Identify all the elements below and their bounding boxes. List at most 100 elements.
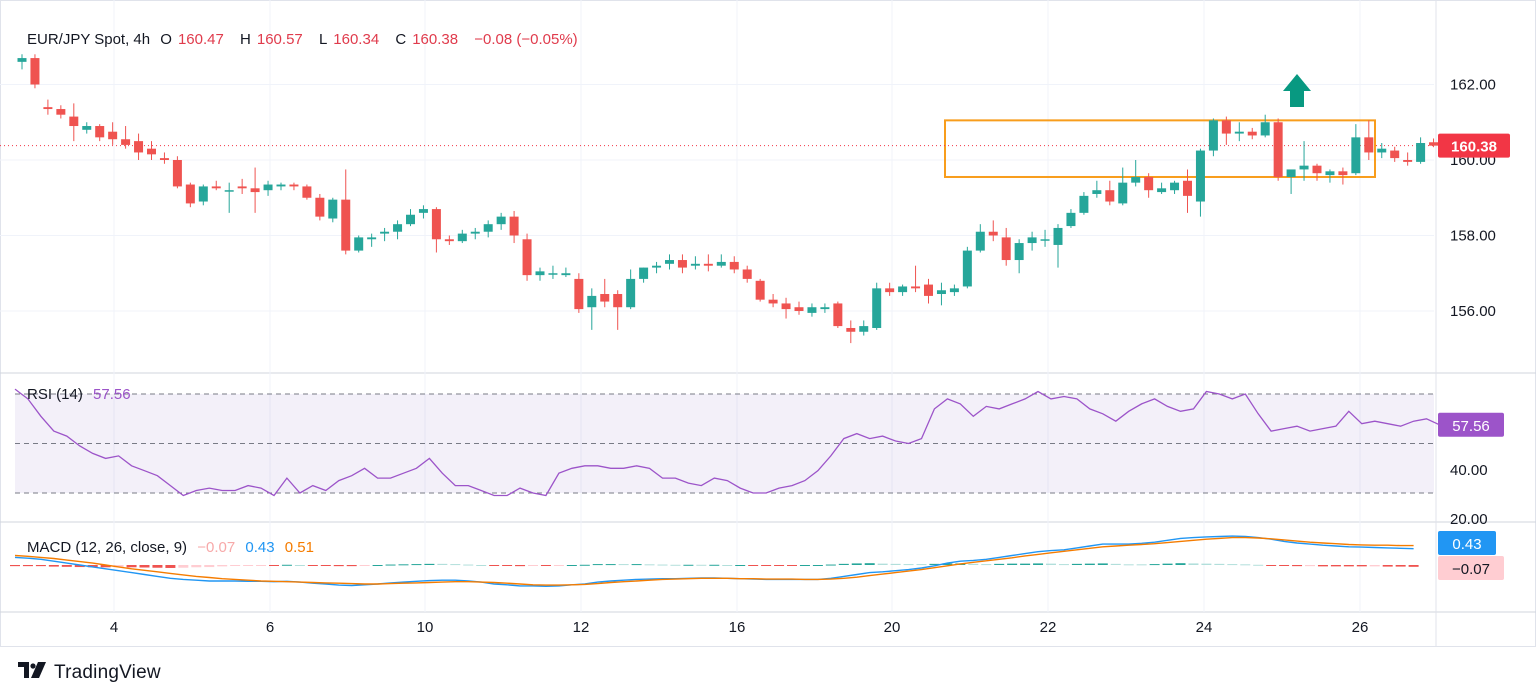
candle-body [962, 250, 972, 287]
candle [1040, 229, 1050, 247]
candle [30, 54, 40, 89]
candle [626, 269, 636, 310]
macd-histogram-bar [1007, 563, 1018, 565]
rsi-label[interactable]: RSI (14) [27, 386, 83, 403]
macd-histogram-bar [1214, 563, 1225, 565]
candle [1001, 227, 1011, 266]
macd-histogram-bar [1071, 563, 1082, 565]
candle-body [431, 209, 441, 240]
macd-histogram-bar [1020, 563, 1031, 565]
x-axis-tick-label: 26 [1352, 619, 1369, 636]
candle [561, 267, 571, 278]
macd-histogram-bar [281, 564, 292, 566]
candle-body [1183, 180, 1192, 196]
candle [1234, 122, 1244, 142]
candle [224, 182, 234, 213]
macd-histogram-bar [644, 564, 655, 566]
candle [1390, 146, 1400, 162]
price-change: −0.08 (−0.05%) [474, 31, 578, 48]
candle [742, 265, 752, 283]
candle [988, 220, 998, 242]
candle-body [1170, 182, 1180, 191]
candle-body [768, 299, 778, 304]
macd-histogram-bar [696, 564, 707, 566]
candle-body [1351, 137, 1361, 174]
macd-histogram-bar [61, 565, 72, 567]
candle-body [1079, 195, 1089, 213]
candle-body [911, 286, 921, 289]
main-legend: EUR/JPY Spot, 4h O 160.47 H 160.57 L 160.34… [27, 31, 584, 48]
candle [820, 303, 830, 313]
candle [406, 209, 415, 227]
candle [936, 282, 946, 306]
candle-body [626, 278, 636, 308]
macd-histogram-bar [942, 563, 953, 565]
candle [198, 184, 208, 206]
macd-histogram-bar [1149, 564, 1160, 566]
candle [962, 246, 972, 289]
candle-body [1118, 182, 1128, 204]
rsi-axis-tick-label: 40.00 [1450, 462, 1488, 479]
macd-histogram-bar [774, 565, 785, 566]
macd-histogram-bar [994, 563, 1005, 565]
macd-histogram-bar [799, 565, 810, 566]
candle-body [1390, 150, 1400, 159]
price-axis-tick-label: 156.00 [1450, 303, 1496, 320]
candle-body [354, 237, 364, 251]
macd-histogram-bar [450, 564, 461, 566]
candle-body [975, 231, 985, 251]
candle-body [159, 158, 169, 160]
candle [1157, 182, 1167, 194]
candle-body [885, 288, 895, 293]
candle [755, 278, 765, 302]
candle-body [1027, 237, 1037, 244]
candle [1416, 137, 1426, 164]
macd-histogram-bar [657, 564, 668, 566]
macd-histogram-bar [761, 565, 772, 566]
candle-body [613, 294, 623, 308]
macd-histogram-bar [605, 564, 616, 566]
candle [341, 169, 351, 255]
candle-body [1208, 120, 1218, 151]
last-price-tag [1438, 133, 1510, 158]
macd-value-tag-text: 0.43 [1452, 536, 1481, 553]
macd-histogram-bar [307, 565, 318, 566]
price-axis-tick-label: 158.00 [1450, 228, 1496, 245]
candle-body [600, 294, 610, 302]
macd-signal-line [14, 536, 1414, 586]
candle-body [108, 131, 118, 140]
tradingview-brand[interactable]: TradingView [18, 662, 161, 684]
candle-body [211, 186, 221, 189]
macd-histogram-bar [1382, 565, 1393, 567]
macd-histogram-bar [1266, 565, 1277, 566]
symbol-label[interactable]: EUR/JPY Spot, 4h [27, 31, 151, 48]
candle [522, 233, 532, 281]
candle [1377, 143, 1387, 159]
up-arrow-icon [1283, 74, 1311, 107]
candle [1312, 163, 1322, 181]
macd-label[interactable]: MACD (12, 26, close, 9) [27, 539, 188, 556]
macd-histogram-bar [359, 565, 370, 566]
rsi-axis-tick-label: 20.00 [1450, 511, 1488, 528]
candle-body [561, 273, 571, 276]
macd-histogram-bar [256, 565, 267, 566]
macd-histogram-bar [1084, 563, 1095, 565]
range-box [944, 119, 1376, 178]
macd-histogram-bar [1356, 565, 1367, 567]
candle [1221, 116, 1231, 145]
candle [690, 256, 700, 270]
candle-body [1234, 131, 1244, 134]
candle-body [1144, 176, 1154, 191]
candle-body [665, 260, 674, 264]
candle-body [1325, 171, 1335, 176]
candle [872, 282, 882, 330]
macd-histogram-bar [463, 564, 474, 566]
candle-body [43, 107, 53, 110]
candle-body [1001, 237, 1011, 261]
macd-histogram-bar [424, 563, 435, 565]
x-axis-tick-label: 4 [110, 619, 118, 636]
candle-body [1364, 137, 1374, 153]
macd-histogram-bar [22, 565, 33, 567]
macd-histogram-bar [87, 565, 98, 568]
